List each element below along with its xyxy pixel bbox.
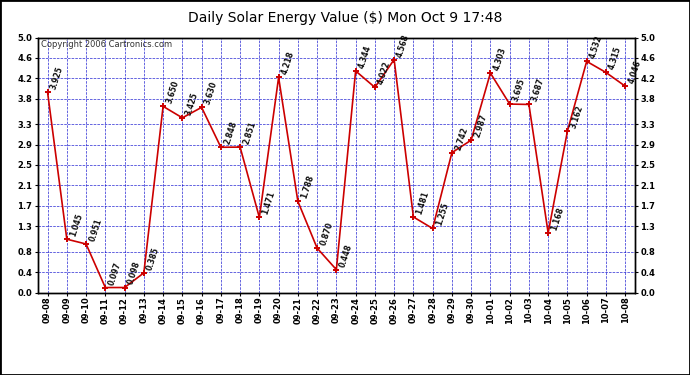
Text: 4.022: 4.022 bbox=[376, 60, 392, 86]
Text: 2.848: 2.848 bbox=[222, 120, 238, 146]
Text: 4.532: 4.532 bbox=[588, 34, 604, 60]
Text: 2.742: 2.742 bbox=[453, 126, 469, 151]
Text: 3.425: 3.425 bbox=[184, 91, 199, 116]
Text: 3.695: 3.695 bbox=[511, 77, 527, 103]
Text: 4.046: 4.046 bbox=[627, 59, 642, 85]
Text: 1.788: 1.788 bbox=[299, 174, 315, 200]
Text: 0.870: 0.870 bbox=[319, 221, 335, 247]
Text: 4.218: 4.218 bbox=[280, 50, 296, 76]
Text: Daily Solar Energy Value ($) Mon Oct 9 17:48: Daily Solar Energy Value ($) Mon Oct 9 1… bbox=[188, 11, 502, 25]
Text: Copyright 2006 Cartronics.com: Copyright 2006 Cartronics.com bbox=[41, 40, 172, 49]
Text: 0.098: 0.098 bbox=[126, 261, 142, 286]
Text: 2.851: 2.851 bbox=[241, 120, 257, 146]
Text: 3.630: 3.630 bbox=[203, 81, 219, 106]
Text: 1.471: 1.471 bbox=[261, 190, 277, 216]
Text: 4.315: 4.315 bbox=[607, 46, 623, 71]
Text: 3.925: 3.925 bbox=[49, 66, 65, 91]
Text: 4.303: 4.303 bbox=[492, 46, 508, 72]
Text: 0.448: 0.448 bbox=[338, 243, 354, 268]
Text: 3.687: 3.687 bbox=[531, 77, 546, 103]
Text: 4.344: 4.344 bbox=[357, 44, 373, 70]
Text: 4.568: 4.568 bbox=[395, 33, 411, 58]
Text: 1.255: 1.255 bbox=[434, 202, 450, 227]
Text: 3.650: 3.650 bbox=[164, 80, 180, 105]
Text: 1.168: 1.168 bbox=[549, 206, 566, 231]
Text: 0.097: 0.097 bbox=[107, 261, 123, 286]
Text: 0.385: 0.385 bbox=[145, 246, 161, 272]
Text: 0.951: 0.951 bbox=[88, 217, 103, 243]
Text: 1.481: 1.481 bbox=[415, 190, 431, 216]
Text: 1.045: 1.045 bbox=[68, 213, 84, 238]
Text: 3.162: 3.162 bbox=[569, 104, 584, 130]
Text: 2.987: 2.987 bbox=[473, 113, 489, 139]
